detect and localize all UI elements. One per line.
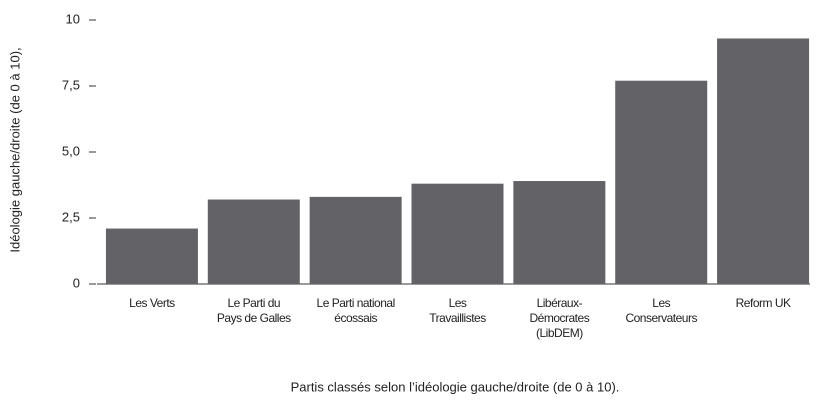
y-tick-label: 0 — [73, 275, 80, 290]
bar — [309, 196, 402, 284]
x-tick-label-line: Les Verts — [129, 296, 175, 310]
x-tick-label-line: Conservateurs — [625, 311, 697, 325]
x-axis-label: Partis classés selon l’idéologie gauche/… — [291, 379, 620, 394]
x-tick-label-line: Les — [652, 296, 670, 310]
x-tick-label-line: Les — [449, 296, 467, 310]
y-tick-label: 2,5 — [62, 209, 80, 224]
x-tick-label: Le Parti du Pays de Galles — [217, 296, 291, 325]
bar — [411, 183, 504, 284]
x-tick-label: Les Verts — [129, 296, 175, 310]
bar — [615, 80, 708, 284]
bar — [717, 38, 810, 285]
x-tick-label-line: Démocrates — [530, 311, 590, 325]
x-tick-label: Libéraux-Démocrates (LibDEM) — [530, 296, 590, 340]
y-tick-label: 5,0 — [62, 143, 80, 158]
bar — [207, 199, 300, 284]
y-axis-label: Idéologie gauche/droite (de 0 à 10), — [7, 47, 22, 252]
x-tick-label-line: Reform UK — [736, 296, 791, 310]
x-tick-label-line: Le Parti national — [317, 296, 395, 310]
x-tick-label-line: Le Parti du — [228, 296, 281, 310]
x-tick-label-line: Pays de Galles — [217, 311, 291, 325]
x-tick-label-line: écossais — [334, 311, 377, 325]
y-tick-label: 10 — [66, 11, 80, 26]
x-tick-label: Les Travaillistes — [429, 296, 486, 325]
x-tick-label-line: Libéraux- — [537, 296, 583, 310]
y-tick-label: 7,5 — [62, 77, 80, 92]
x-tick-label: Reform UK — [736, 296, 791, 310]
x-tick-label: Les Conservateurs — [625, 296, 697, 325]
x-tick-label-line: Travaillistes — [429, 311, 486, 325]
bar — [105, 228, 198, 284]
bar — [513, 181, 606, 284]
x-tick-label-line: (LibDEM) — [536, 326, 583, 340]
x-tick-label: Le Parti national écossais — [317, 296, 395, 325]
